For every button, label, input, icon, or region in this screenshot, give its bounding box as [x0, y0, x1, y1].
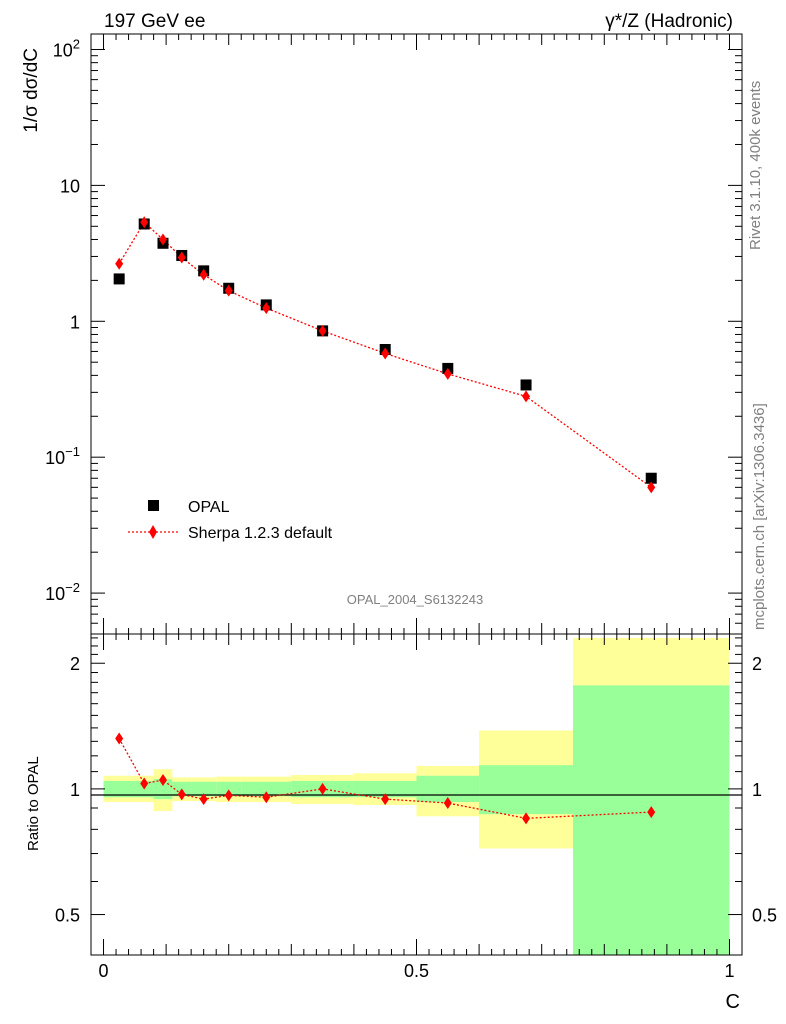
ratio-band-inner — [479, 765, 573, 815]
main-y-tick-label: 10−1 — [45, 444, 80, 468]
ratio-band-inner — [216, 781, 242, 797]
header-right-label: γ*/Z (Hadronic) — [605, 11, 733, 32]
sherpa-line — [118, 221, 652, 488]
ratio-plot-area — [115, 732, 656, 825]
ratio-uncertainty-bands — [103, 637, 730, 955]
sherpa-point — [318, 324, 327, 337]
legend: OPAL Sherpa 1.2.3 default — [128, 499, 333, 542]
header-left-label: 197 GeV ee — [104, 11, 205, 32]
ratio-sherpa-point — [177, 788, 186, 801]
ratio-sherpa-line — [118, 738, 652, 820]
legend-marker-sherpa — [149, 525, 157, 539]
sherpa-point — [647, 481, 656, 494]
ratio-sherpa-point — [115, 732, 124, 745]
main-y-axis-label: 1/σ dσ/dC — [21, 48, 42, 133]
sherpa-point — [224, 284, 233, 297]
ratio-y-tick-label-left: 1 — [70, 780, 80, 800]
ratio-sherpa-point — [522, 812, 531, 825]
ratio-y-tick-label-left: 0.5 — [55, 906, 80, 926]
mcplots-info-label: mcplots.cern.ch [arXiv:1306.3436] — [751, 403, 768, 630]
ratio-band-inner — [572, 685, 730, 955]
main-plot-area — [113, 216, 657, 494]
legend-label-opal: OPAL — [188, 499, 230, 516]
opal-data-point — [113, 273, 125, 285]
main-y-tick-label: 10 — [60, 176, 80, 196]
rivet-info-label: Rivet 3.1.10, 400k events — [747, 81, 764, 250]
sherpa-point — [140, 216, 149, 229]
main-y-axis: 10−2 10−1 1 10 102 — [45, 36, 742, 635]
ratio-sherpa-point — [443, 797, 452, 810]
analysis-watermark: OPAL_2004_S6132243 — [347, 592, 483, 607]
ratio-sherpa-point — [140, 777, 149, 790]
ratio-sherpa-point — [647, 806, 656, 819]
legend-label-sherpa: Sherpa 1.2.3 default — [188, 525, 333, 542]
opal-data-point — [645, 472, 657, 484]
legend-marker-opal — [148, 500, 159, 511]
x-axis: 0 0.5 1 — [99, 34, 734, 981]
main-panel: 10−2 10−1 1 10 102 1/σ dσ/dC OPAL Sherpa 1.2… — [21, 33, 743, 635]
sherpa-point — [158, 233, 167, 246]
main-frame — [90, 33, 743, 635]
ratio-sherpa-point — [318, 782, 327, 795]
sherpa-point — [522, 390, 531, 403]
ratio-y-axis: 0.5 0.5 1 1 2 2 — [55, 637, 777, 956]
ratio-sherpa-point — [381, 793, 390, 806]
ratio-y-tick-label-right: 2 — [752, 654, 762, 674]
ratio-y-axis-label: Ratio to OPAL — [25, 756, 42, 851]
ratio-band-inner — [241, 781, 292, 797]
ratio-band-inner — [191, 781, 217, 797]
sherpa-point — [443, 367, 452, 380]
main-y-tick-label: 10−2 — [45, 580, 80, 604]
ratio-y-tick-label-right: 1 — [752, 780, 762, 800]
ratio-panel: 0.5 0.51 12 2 0 0.5 1 Ratio to OPAL C — [25, 34, 777, 1013]
sherpa-point — [262, 302, 271, 315]
ratio-sherpa-point — [224, 789, 233, 802]
ratio-y-tick-label-left: 2 — [70, 654, 80, 674]
x-tick-label: 0.5 — [404, 961, 429, 981]
main-y-tick-label: 102 — [53, 36, 80, 60]
main-y-tick-label: 1 — [70, 312, 80, 332]
ratio-sherpa-point — [199, 793, 208, 806]
sherpa-point — [115, 257, 124, 270]
ratio-sherpa-point — [158, 774, 167, 787]
ratio-y-tick-label-right: 0.5 — [752, 906, 777, 926]
x-axis-label: C — [726, 991, 740, 1013]
sherpa-point — [381, 347, 390, 360]
x-tick-label: 1 — [724, 961, 734, 981]
sherpa-point — [199, 268, 208, 281]
sherpa-point — [177, 251, 186, 264]
opal-data-point — [520, 379, 532, 391]
ratio-sherpa-point — [262, 791, 271, 804]
x-tick-label: 0 — [99, 961, 109, 981]
ratio-band-inner — [353, 780, 417, 798]
ratio-band-inner — [103, 780, 154, 798]
